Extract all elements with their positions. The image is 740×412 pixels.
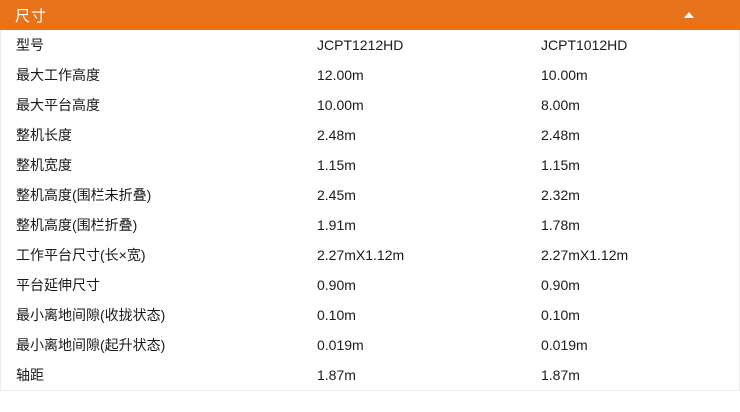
row-value-model-2: 1.78m xyxy=(541,217,580,233)
row-value-model-2: 0.90m xyxy=(541,277,580,293)
table-row-ground-clearance-stowed: 最小离地间隙(收拢状态) 0.10m 0.10m xyxy=(1,300,739,330)
table-row-max-working-height: 最大工作高度 12.00m 10.00m xyxy=(1,60,739,90)
row-value-model-1: 0.019m xyxy=(317,337,364,353)
row-value-model-2: 8.00m xyxy=(541,97,580,113)
row-label: 轴距 xyxy=(16,367,44,383)
section-title: 尺寸 xyxy=(15,7,48,25)
table-row-platform-extension: 平台延伸尺寸 0.90m 0.90m xyxy=(1,270,739,300)
accordion-header-dimensions[interactable]: 尺寸 xyxy=(0,0,740,30)
table-row-max-platform-height: 最大平台高度 10.00m 8.00m xyxy=(1,90,739,120)
table-row-height-rails-up: 整机高度(围栏未折叠) 2.45m 2.32m xyxy=(1,180,739,210)
row-value-model-1: 12.00m xyxy=(317,67,364,83)
row-value-model-1: 1.91m xyxy=(317,217,356,233)
table-row-ground-clearance-raised: 最小离地间隙(起升状态) 0.019m 0.019m xyxy=(1,330,739,360)
table-row-model: 型号 JCPT1212HD JCPT1012HD xyxy=(1,30,739,60)
row-value-model-1: 2.48m xyxy=(317,127,356,143)
row-value-model-2: 2.48m xyxy=(541,127,580,143)
table-row-height-rails-folded: 整机高度(围栏折叠) 1.91m 1.78m xyxy=(1,210,739,240)
row-label: 整机宽度 xyxy=(16,157,72,173)
row-value-model-1: JCPT1212HD xyxy=(317,37,404,53)
row-value-model-2: 10.00m xyxy=(541,67,588,83)
row-value-model-1: 2.27mX1.12m xyxy=(317,247,405,263)
row-label: 型号 xyxy=(16,37,44,53)
row-value-model-1: 0.10m xyxy=(317,307,356,323)
row-label: 最大平台高度 xyxy=(16,97,100,113)
row-label: 工作平台尺寸(长×宽) xyxy=(16,247,146,263)
row-label: 整机高度(围栏折叠) xyxy=(16,217,138,233)
table-row-overall-length: 整机长度 2.48m 2.48m xyxy=(1,120,739,150)
spec-table: 型号 JCPT1212HD JCPT1012HD 最大工作高度 12.00m 1… xyxy=(0,30,740,391)
row-value-model-2: 2.27mX1.12m xyxy=(541,247,629,263)
collapse-triangle-up-icon[interactable] xyxy=(684,12,694,18)
row-value-model-1: 10.00m xyxy=(317,97,364,113)
row-value-model-1: 1.87m xyxy=(317,367,356,383)
row-value-model-2: 2.32m xyxy=(541,187,580,203)
row-value-model-2: 1.15m xyxy=(541,157,580,173)
row-value-model-1: 0.90m xyxy=(317,277,356,293)
row-value-model-2: 0.019m xyxy=(541,337,588,353)
row-value-model-2: 1.87m xyxy=(541,367,580,383)
row-label: 最大工作高度 xyxy=(16,67,100,83)
row-label: 最小离地间隙(起升状态) xyxy=(16,337,166,353)
row-value-model-1: 2.45m xyxy=(317,187,356,203)
row-value-model-1: 1.15m xyxy=(317,157,356,173)
table-row-wheelbase: 轴距 1.87m 1.87m xyxy=(1,360,739,390)
row-label: 平台延伸尺寸 xyxy=(16,277,100,293)
row-label: 整机长度 xyxy=(16,127,72,143)
row-label: 整机高度(围栏未折叠) xyxy=(16,187,152,203)
table-row-platform-size: 工作平台尺寸(长×宽) 2.27mX1.12m 2.27mX1.12m xyxy=(1,240,739,270)
table-row-overall-width: 整机宽度 1.15m 1.15m xyxy=(1,150,739,180)
row-label: 最小离地间隙(收拢状态) xyxy=(16,307,166,323)
row-value-model-2: 0.10m xyxy=(541,307,580,323)
row-value-model-2: JCPT1012HD xyxy=(541,37,628,53)
